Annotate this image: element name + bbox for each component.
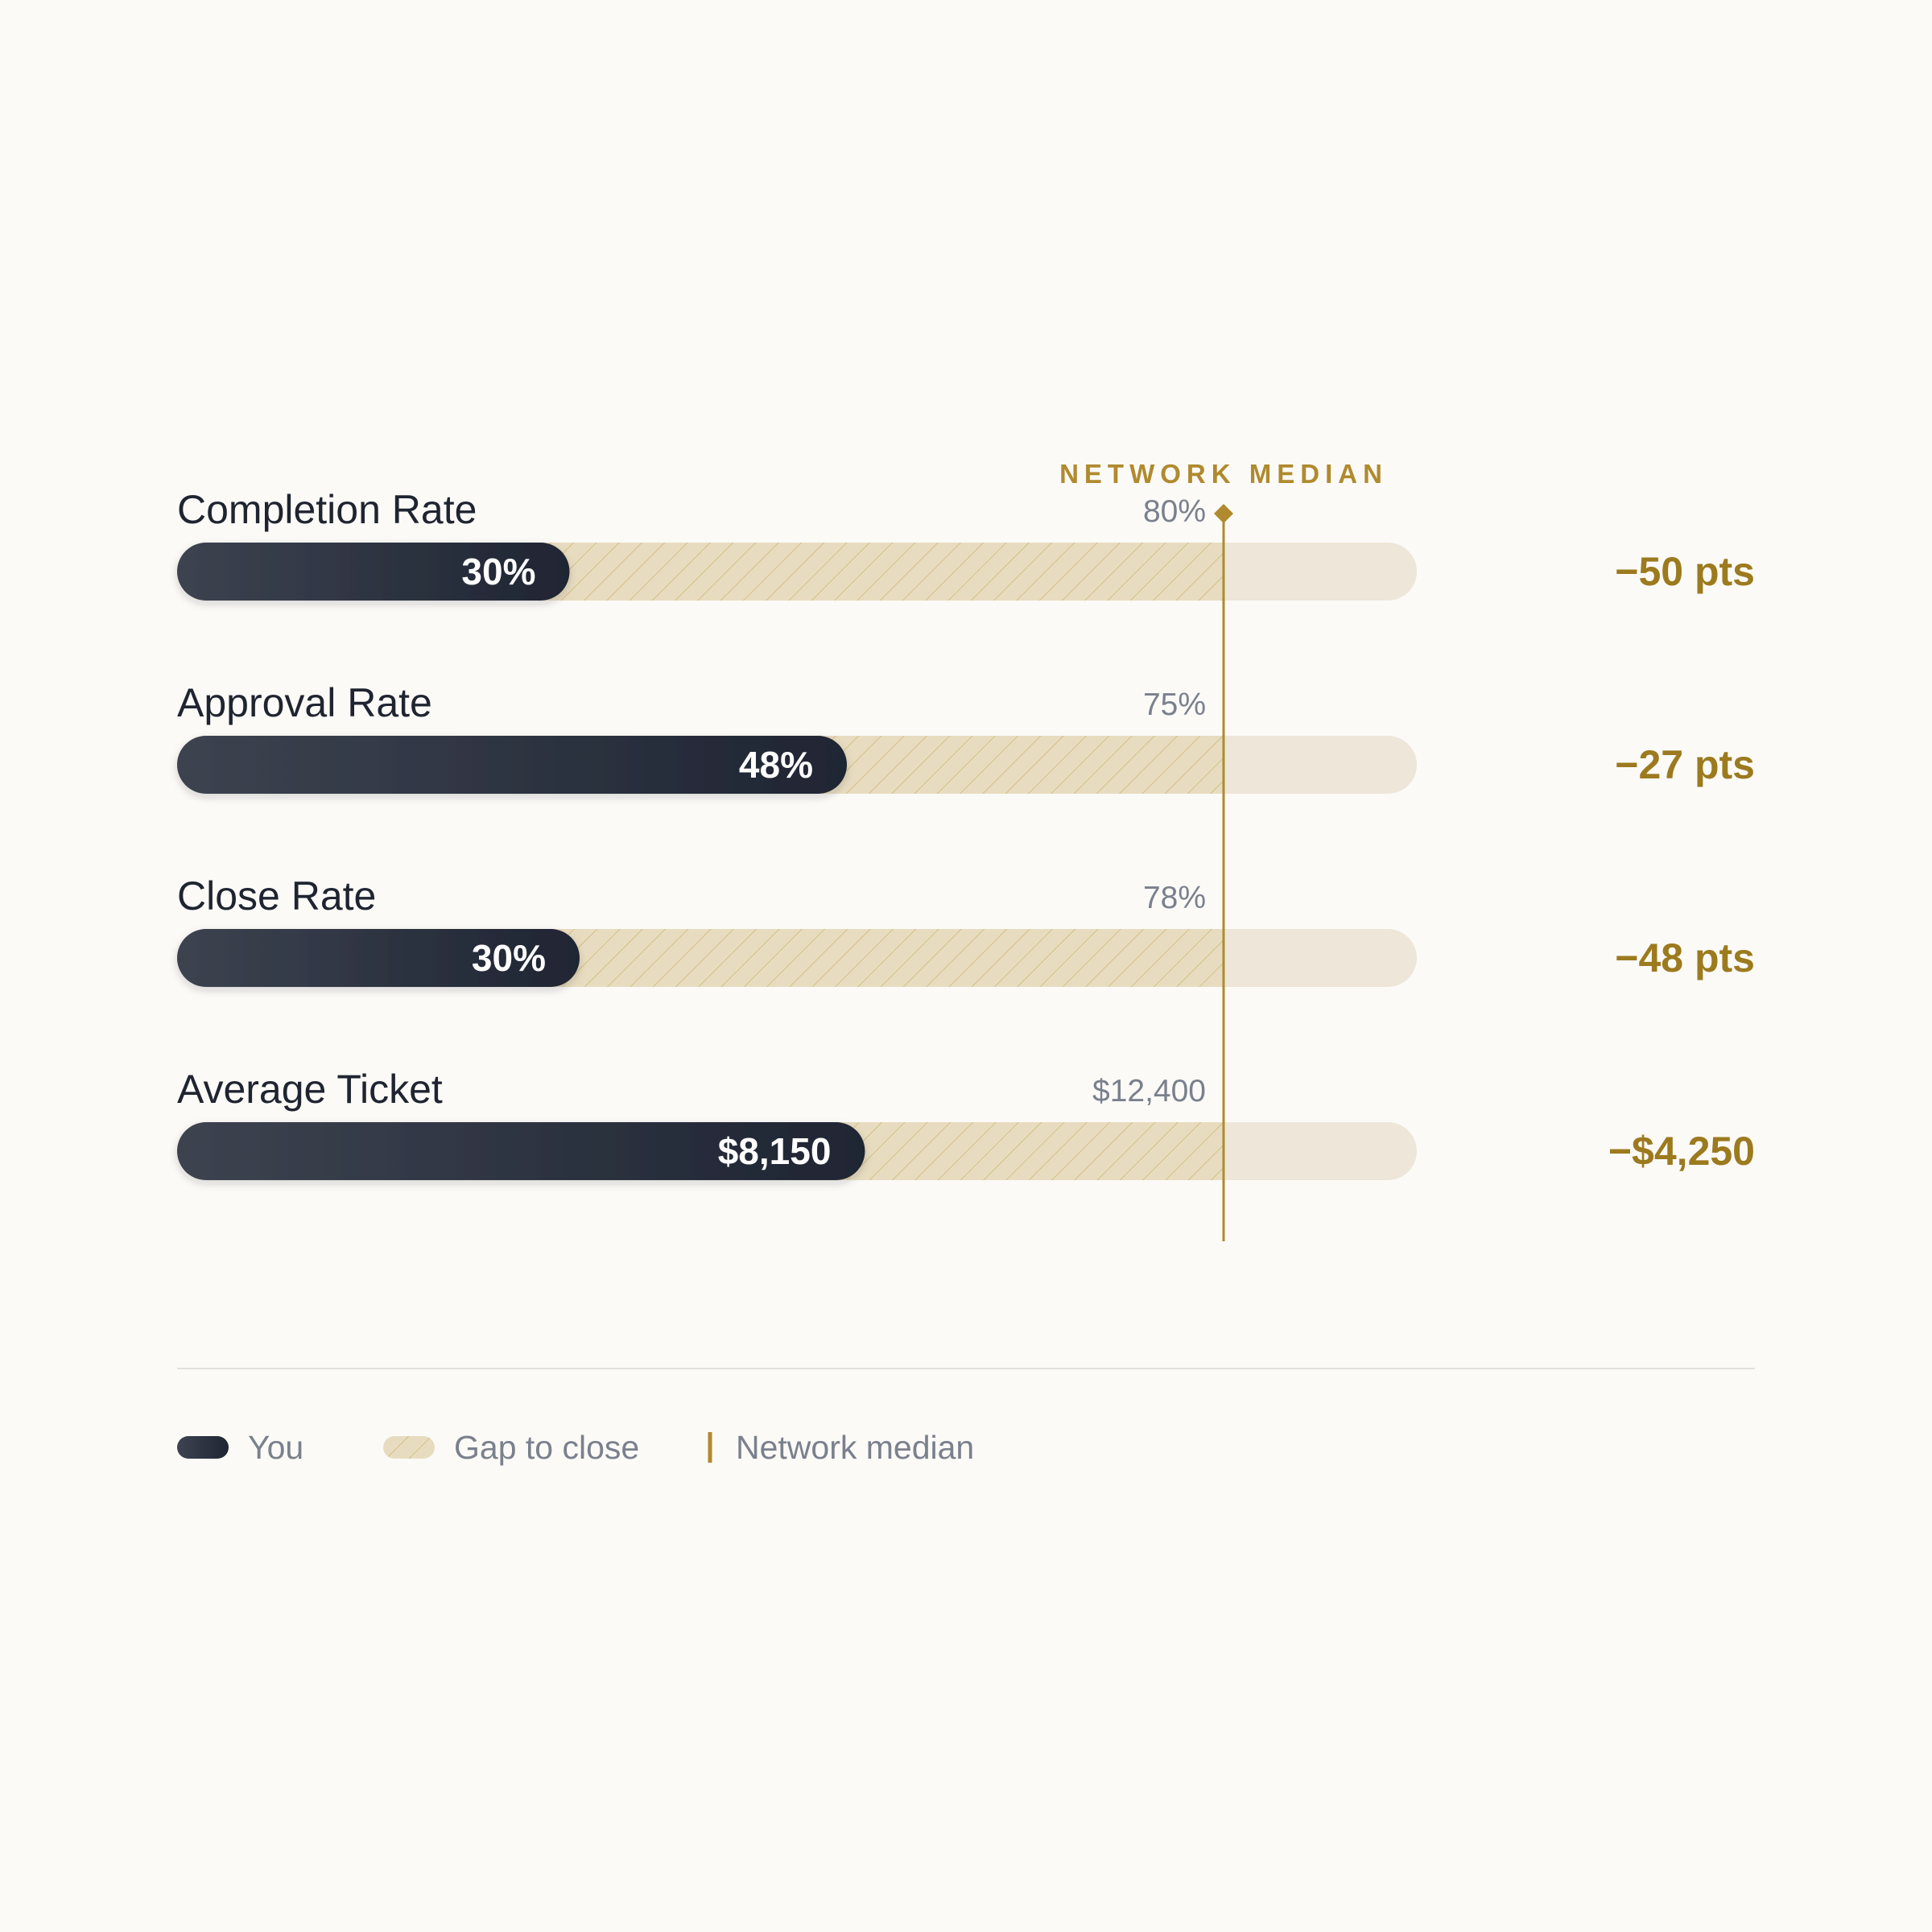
difference-value: −27 pts (1615, 742, 1755, 787)
legend-label: Network median (736, 1429, 974, 1466)
you-value: 48% (739, 744, 813, 786)
difference-value: −48 pts (1615, 935, 1755, 980)
bar-rows: Completion Rate 80% 30% −50 pts Approval Rat… (177, 487, 1755, 1180)
you-bar (177, 736, 847, 794)
median-value: $12,400 (1092, 1074, 1206, 1108)
gap-bar (551, 929, 1224, 987)
legend-item-gap: Gap to close (383, 1429, 639, 1466)
metric-label: Average Ticket (177, 1067, 443, 1112)
legend-label: You (248, 1429, 303, 1466)
gap-bar (540, 543, 1224, 601)
legend-item-you: You (177, 1429, 303, 1466)
metric-label: Approval Rate (177, 680, 432, 725)
legend-label: Gap to close (454, 1429, 639, 1466)
gap-bar (818, 736, 1224, 794)
difference-value: −50 pts (1615, 549, 1755, 594)
legend: You Gap to close Network median (177, 1429, 974, 1466)
legend-swatch-you (177, 1436, 229, 1459)
bar-row: Completion Rate 80% 30% −50 pts (177, 487, 1755, 601)
legend-swatch-gap (383, 1436, 435, 1459)
bar-row: Average Ticket $12,400 $8,150 −$4,250 (177, 1067, 1755, 1180)
legend-item-median: Network median (708, 1429, 974, 1466)
median-diamond-icon (1214, 504, 1233, 523)
metric-label: Close Rate (177, 873, 376, 919)
difference-value: −$4,250 (1608, 1129, 1755, 1174)
metric-label: Completion Rate (177, 487, 477, 532)
you-bar (177, 929, 580, 987)
you-bar (177, 1122, 865, 1180)
bar-row: Close Rate 78% 30% −48 pts (177, 873, 1755, 987)
you-value: 30% (472, 937, 546, 979)
median-marker: NETWORK MEDIAN (1059, 459, 1388, 1241)
median-value: 80% (1143, 494, 1206, 529)
median-value: 75% (1143, 687, 1206, 722)
median-value: 78% (1143, 881, 1206, 915)
median-title: NETWORK MEDIAN (1059, 459, 1388, 489)
you-value: 30% (461, 551, 535, 592)
you-value: $8,150 (718, 1130, 832, 1172)
gap-bar (836, 1122, 1224, 1180)
bar-row: Approval Rate 75% 48% −27 pts (177, 680, 1755, 794)
you-bar (177, 543, 570, 601)
